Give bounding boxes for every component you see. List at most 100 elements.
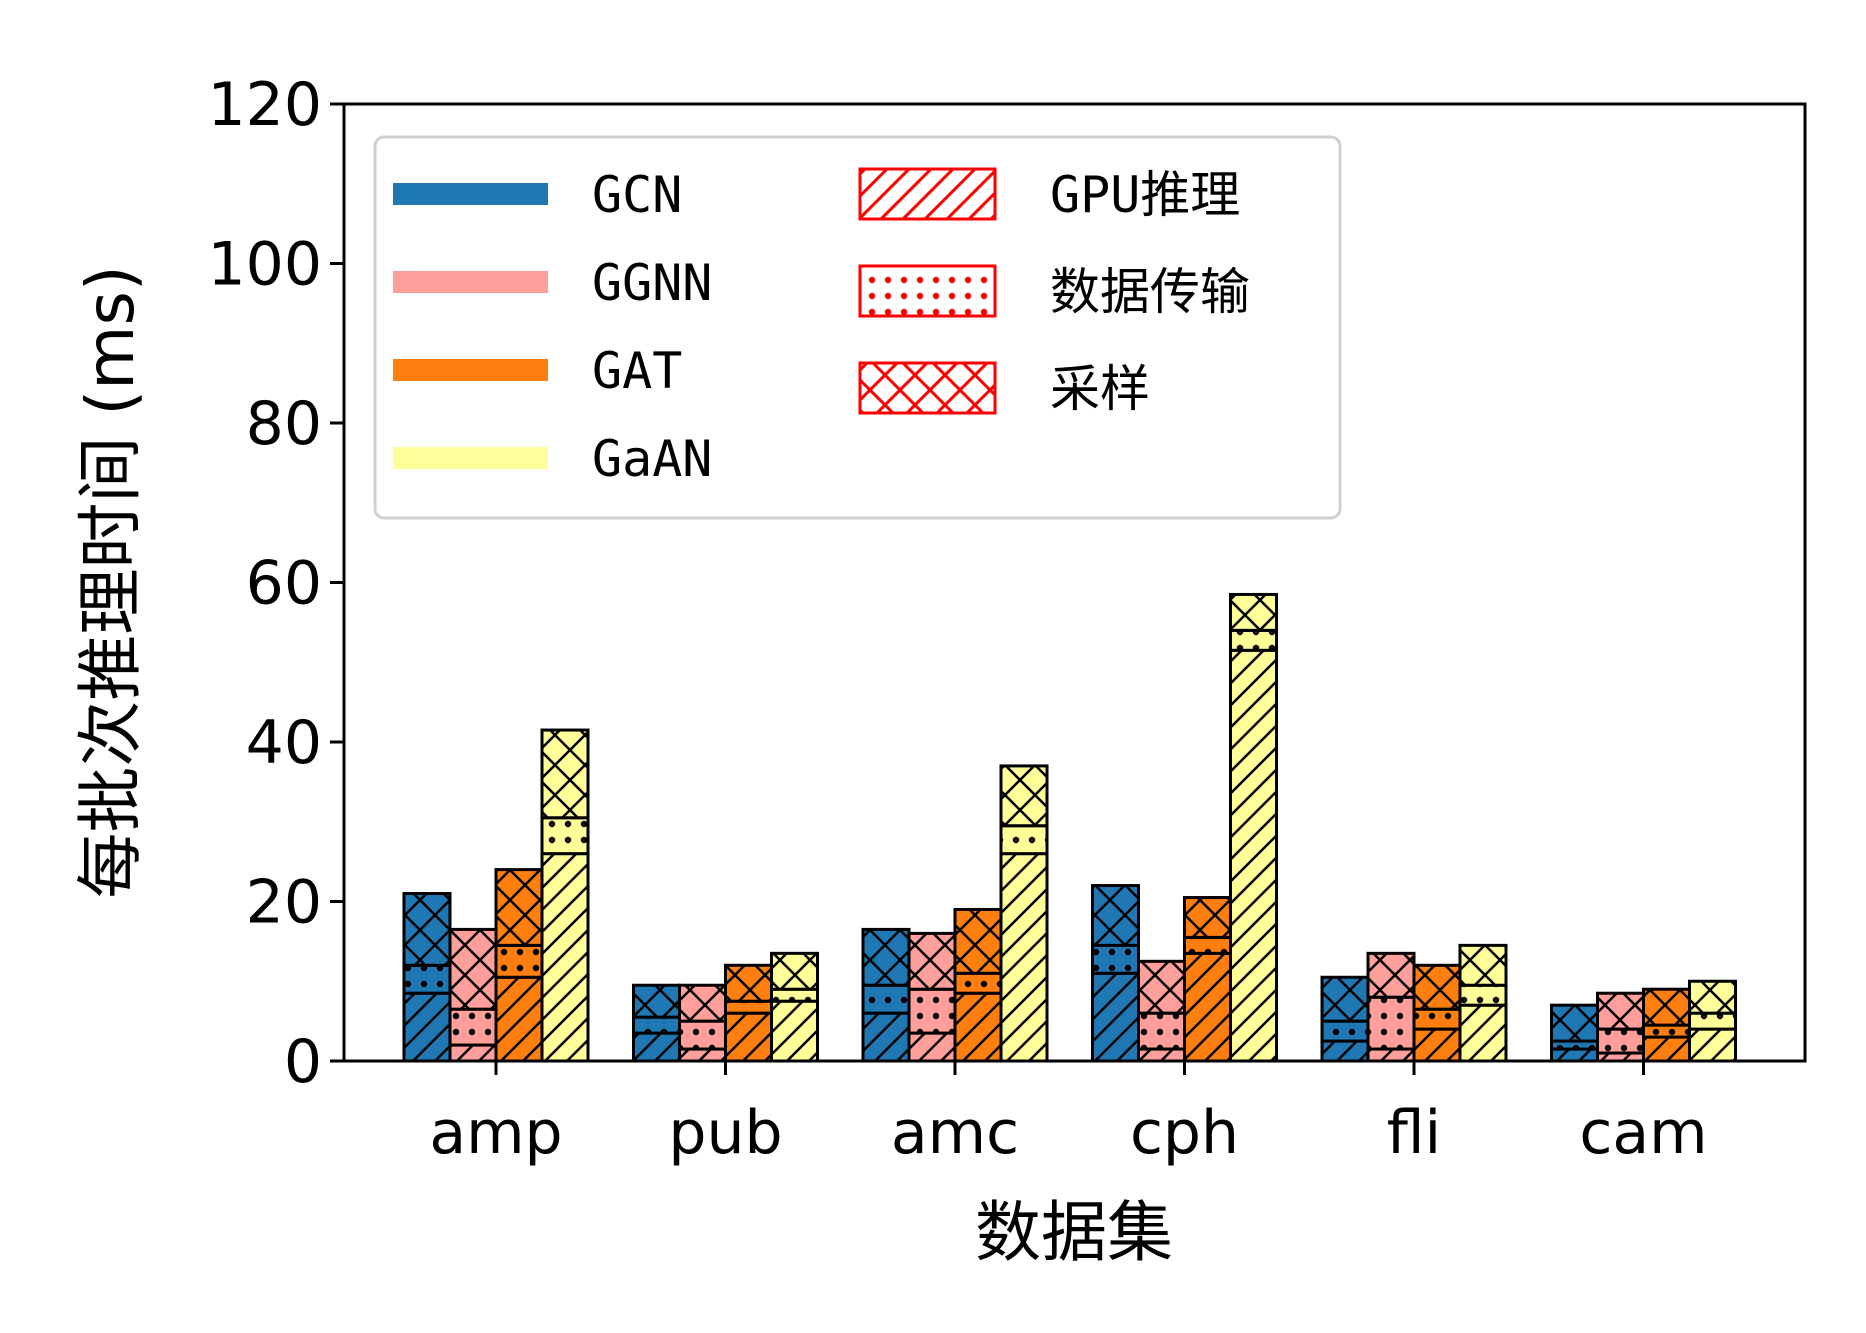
legend-label-phase: GPU推理 <box>1050 166 1240 224</box>
bar-segment-ggnn-amp <box>448 1043 498 1063</box>
bar-segment-gcn-pub <box>632 1031 681 1063</box>
legend-label-gat: GAT <box>592 342 682 400</box>
bar-segment-gaan-amp <box>540 852 590 1063</box>
bar-segment-ggnn-amc <box>907 987 957 1035</box>
bar-segment-gaan-cam <box>1688 1027 1737 1063</box>
bar-segment-ggnn-fli <box>1366 951 1416 999</box>
bar-segment-gaan-amc <box>999 824 1049 856</box>
bar-segment-gat-amc <box>953 907 1003 975</box>
bar-segment-ggnn-cph <box>1137 1047 1186 1063</box>
x-axis-title: 数据集 <box>975 1194 1173 1271</box>
bar-segment-gcn-cph <box>1091 884 1140 947</box>
bar-segment-ggnn-cam <box>1596 991 1645 1031</box>
bar-segment-gaan-fli <box>1458 1003 1508 1063</box>
bar-segment-ggnn-pub <box>678 1047 727 1063</box>
bar-segment-gat-amp <box>494 975 544 1063</box>
bar-segment-ggnn-cph <box>1137 959 1186 1015</box>
y-tick-label: 80 <box>246 389 322 459</box>
legend-label-gcn: GCN <box>592 166 682 224</box>
y-axis: 0 20 40 60 80 100 120 <box>207 70 344 1097</box>
bar-segment-gcn-amp <box>402 991 452 1063</box>
bar-segment-gcn-pub <box>632 1015 681 1035</box>
bar-segment-gcn-amc <box>861 927 911 987</box>
y-tick-label: 20 <box>246 868 322 938</box>
legend-swatch-ggnn <box>393 271 548 293</box>
bar-segment-gcn-cam <box>1550 1003 1599 1043</box>
legend-label-phase: 数据传输 <box>1050 263 1250 321</box>
legend-label-phase: 采样 <box>1050 360 1150 418</box>
bar-segment-ggnn-amc <box>907 931 957 991</box>
legend-swatch-gat <box>393 359 548 381</box>
x-axis: amp pub amc cph fli cam <box>429 1061 1708 1168</box>
bar-segment-gaan-cam <box>1688 979 1737 1015</box>
legend-label-gaan: GaAN <box>592 430 712 488</box>
bar-segment-gaan-fli <box>1458 983 1508 1007</box>
bar-segment-ggnn-pub <box>678 1019 727 1051</box>
legend-swatch-gaan <box>393 447 548 469</box>
bar-segment-gaan-pub <box>770 951 819 991</box>
bar-segment-gaan-fli <box>1458 943 1508 987</box>
bar-segment-ggnn-pub <box>678 983 727 1023</box>
bar-segment-gat-amc <box>953 991 1003 1063</box>
bar-segment-gcn-amc <box>861 983 911 1015</box>
bar-segment-gaan-cph <box>1229 648 1278 1063</box>
bar-segment-ggnn-amp <box>448 1007 498 1047</box>
bar-segment-gaan-cph <box>1229 592 1278 632</box>
legend-swatch-phase <box>858 167 997 221</box>
y-tick-label: 120 <box>207 70 322 140</box>
x-tick-label: amc <box>891 1098 1019 1168</box>
y-tick-label: 0 <box>284 1027 322 1097</box>
y-axis-title: 每批次推理时间 (ms) <box>72 265 149 898</box>
bar-segment-gaan-amc <box>999 764 1049 828</box>
y-tick-label: 40 <box>246 708 322 778</box>
bar-segment-gat-cph <box>1183 896 1232 939</box>
y-tick-label: 60 <box>246 549 322 619</box>
bar-segment-gaan-amp <box>540 728 590 820</box>
bar-segment-gcn-pub <box>632 983 681 1019</box>
x-tick-label: pub <box>668 1098 782 1168</box>
legend-label-ggnn: GGNN <box>592 254 712 312</box>
bar-segment-gcn-fli <box>1320 975 1370 1023</box>
bar-segment-ggnn-amc <box>907 1031 957 1063</box>
bar-segment-gcn-cph <box>1091 971 1140 1063</box>
bar-segment-gcn-cph <box>1091 943 1140 975</box>
legend-swatch-gcn <box>393 183 548 205</box>
bar-segment-gaan-pub <box>770 987 819 1003</box>
bar-segment-gat-cam <box>1642 987 1691 1027</box>
legend-box <box>373 135 1342 520</box>
bar-segment-gaan-pub <box>770 999 819 1063</box>
bar-segment-ggnn-fli <box>1366 995 1416 1051</box>
bar-segment-gaan-amc <box>999 852 1049 1063</box>
bar-segment-ggnn-amp <box>448 927 498 1011</box>
bar-segment-gat-fli <box>1412 963 1462 1011</box>
bar-segment-gat-cph <box>1183 951 1232 1063</box>
bar-segment-gaan-cph <box>1229 628 1278 652</box>
x-tick-label: fli <box>1387 1098 1441 1168</box>
bar-segment-ggnn-fli <box>1366 1047 1416 1063</box>
x-tick-label: amp <box>429 1098 562 1168</box>
bar-segment-gcn-cam <box>1550 1047 1599 1063</box>
y-tick-label: 100 <box>207 230 322 300</box>
x-tick-label: cph <box>1130 1098 1239 1168</box>
bar-segment-gat-pub <box>724 963 773 1003</box>
bar-segment-gcn-fli <box>1320 1039 1370 1063</box>
bar-segment-gat-amp <box>494 868 544 947</box>
bar-segment-gcn-amp <box>402 892 452 967</box>
bar-segment-gat-pub <box>724 1011 773 1063</box>
bar-segment-gat-amc <box>953 971 1003 995</box>
legend-swatch-phase <box>858 361 997 415</box>
bar-segment-gat-cam <box>1642 1035 1691 1063</box>
x-tick-label: cam <box>1579 1098 1707 1168</box>
bar-segment-gcn-fli <box>1320 1019 1370 1043</box>
plot-frame <box>342 102 1807 1063</box>
bar-segment-gcn-amc <box>861 1011 911 1063</box>
bar-segment-gat-cph <box>1183 935 1232 955</box>
bar-segment-gaan-cam <box>1688 1011 1737 1031</box>
bar-segment-gat-fli <box>1412 1007 1462 1031</box>
bar-segment-gat-amp <box>494 943 544 979</box>
bar-segment-gcn-amp <box>402 963 452 995</box>
bar-segment-gaan-amp <box>540 816 590 856</box>
bar-segment-gat-cam <box>1642 1023 1691 1039</box>
